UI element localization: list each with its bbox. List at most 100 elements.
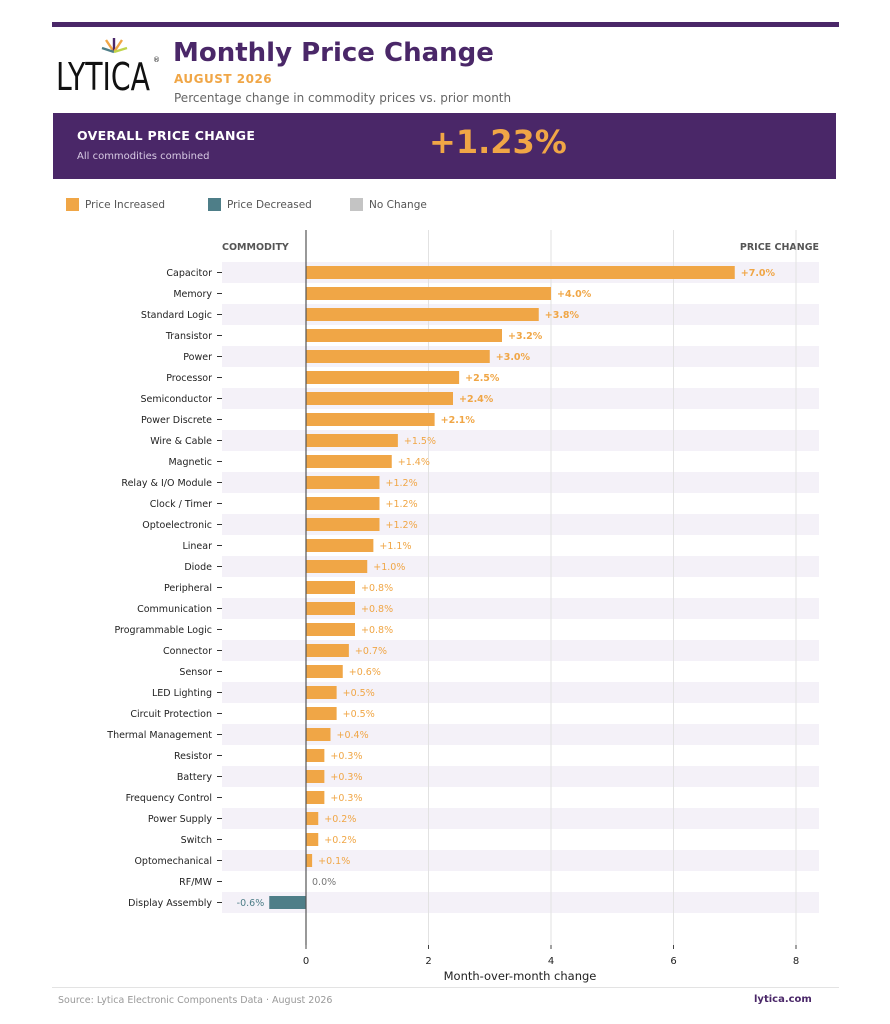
value-label-wire-cable: +1.5% <box>404 436 436 447</box>
category-label-peripheral: Peripheral <box>164 583 212 594</box>
bar-wire-cable <box>306 434 398 447</box>
legend-item-decreased: Price Decreased <box>208 198 312 211</box>
value-label-clock-timer: +1.2% <box>386 499 418 510</box>
column-header-commodity: COMMODITY <box>222 242 289 253</box>
value-label-memory: +4.0% <box>557 289 592 300</box>
value-label-communication: +0.8% <box>361 604 393 615</box>
value-label-peripheral: +0.8% <box>361 583 393 594</box>
value-label-diode: +1.0% <box>373 562 405 573</box>
value-label-thermal-management: +0.4% <box>337 730 369 741</box>
category-label-led-lighting: LED Lighting <box>152 688 212 699</box>
legend-swatch-decreased <box>208 198 221 211</box>
banner-value: +1.23% <box>429 123 567 161</box>
category-label-display-assembly: Display Assembly <box>128 898 212 909</box>
category-label-clock-timer: Clock / Timer <box>150 499 212 510</box>
bar-resistor <box>306 749 325 762</box>
bar-peripheral <box>306 581 355 594</box>
x-tick-label: 4 <box>548 956 554 967</box>
row-stripe <box>222 556 819 577</box>
value-label-power-discrete: +2.1% <box>441 415 476 426</box>
category-label-capacitor: Capacitor <box>166 268 212 279</box>
category-label-memory: Memory <box>173 289 212 300</box>
page-title: Monthly Price Change <box>173 38 494 68</box>
category-label-relay-i-o-module: Relay & I/O Module <box>121 478 212 489</box>
category-label-transistor: Transistor <box>165 331 212 342</box>
bar-thermal-management <box>306 728 331 741</box>
value-label-relay-i-o-module: +1.2% <box>386 478 418 489</box>
row-stripe <box>222 598 819 619</box>
bar-power-supply <box>306 812 319 825</box>
svg-text:LYTICA: LYTICA <box>56 55 150 98</box>
value-label-connector: +0.7% <box>355 646 387 657</box>
value-label-resistor: +0.3% <box>330 751 362 762</box>
category-label-standard-logic: Standard Logic <box>141 310 212 321</box>
svg-text:®: ® <box>153 56 160 64</box>
top-accent-bar <box>52 22 839 27</box>
bar-programmable-logic <box>306 623 355 636</box>
category-label-frequency-control: Frequency Control <box>126 793 212 804</box>
bar-standard-logic <box>306 308 539 321</box>
x-tick-label: 0 <box>303 956 309 967</box>
bar-linear <box>306 539 374 552</box>
bar-semiconductor <box>306 392 453 405</box>
category-label-semiconductor: Semiconductor <box>140 394 212 405</box>
category-label-processor: Processor <box>166 373 212 384</box>
category-label-diode: Diode <box>184 562 212 573</box>
value-label-programmable-logic: +0.8% <box>361 625 393 636</box>
value-label-switch: +0.2% <box>324 835 356 846</box>
value-label-power: +3.0% <box>496 352 531 363</box>
row-stripe <box>222 766 819 787</box>
value-label-display-assembly: -0.6% <box>237 898 265 909</box>
value-label-circuit-protection: +0.5% <box>343 709 375 720</box>
footer-site-link[interactable]: lytica.com <box>754 994 812 1005</box>
column-header-price-change: PRICE CHANGE <box>740 242 819 253</box>
banner-label: OVERALL PRICE CHANGE <box>77 128 256 143</box>
price-change-bar-chart: COMMODITY PRICE CHANGE Capacitor +7.0% Memor… <box>106 230 819 983</box>
value-label-transistor: +3.2% <box>508 331 543 342</box>
value-label-capacitor: +7.0% <box>741 268 776 279</box>
row-stripe <box>222 892 819 913</box>
category-label-power-discrete: Power Discrete <box>141 415 212 426</box>
category-label-rf-mw: RF/MW <box>179 877 212 888</box>
legend-swatch-increased <box>66 198 79 211</box>
bar-processor <box>306 371 460 384</box>
legend-label-decreased: Price Decreased <box>227 198 312 211</box>
category-label-battery: Battery <box>177 772 213 783</box>
category-label-magnetic: Magnetic <box>168 457 212 468</box>
bar-display-assembly <box>269 896 306 909</box>
category-label-switch: Switch <box>181 835 212 846</box>
bar-relay-i-o-module <box>306 476 380 489</box>
bar-switch <box>306 833 319 846</box>
category-label-optomechanical: Optomechanical <box>134 856 212 867</box>
category-label-programmable-logic: Programmable Logic <box>114 625 212 636</box>
value-label-frequency-control: +0.3% <box>330 793 362 804</box>
bar-optomechanical <box>306 854 313 867</box>
x-tick-label: 8 <box>793 956 799 967</box>
value-label-led-lighting: +0.5% <box>343 688 375 699</box>
bar-circuit-protection <box>306 707 337 720</box>
value-label-linear: +1.1% <box>379 541 411 552</box>
category-label-communication: Communication <box>137 604 212 615</box>
category-label-power: Power <box>183 352 212 363</box>
category-label-sensor: Sensor <box>179 667 212 678</box>
x-tick-label: 2 <box>425 956 431 967</box>
logo-sunburst-icon <box>101 38 128 54</box>
bar-sensor <box>306 665 343 678</box>
legend-label-no-change: No Change <box>369 198 427 211</box>
row-stripe <box>222 850 819 871</box>
value-label-standard-logic: +3.8% <box>545 310 580 321</box>
category-label-optoelectronic: Optoelectronic <box>142 520 212 531</box>
value-label-power-supply: +0.2% <box>324 814 356 825</box>
legend-swatch-no-change <box>350 198 363 211</box>
bar-magnetic <box>306 455 392 468</box>
legend-item-increased: Price Increased <box>66 198 165 211</box>
row-stripe <box>222 808 819 829</box>
bar-battery <box>306 770 325 783</box>
category-label-circuit-protection: Circuit Protection <box>130 709 212 720</box>
category-label-resistor: Resistor <box>174 751 212 762</box>
bar-capacitor <box>306 266 735 279</box>
category-label-connector: Connector <box>163 646 212 657</box>
bar-power-discrete <box>306 413 435 426</box>
lytica-logo: LYTICA ® <box>56 38 160 98</box>
category-label-linear: Linear <box>182 541 212 552</box>
